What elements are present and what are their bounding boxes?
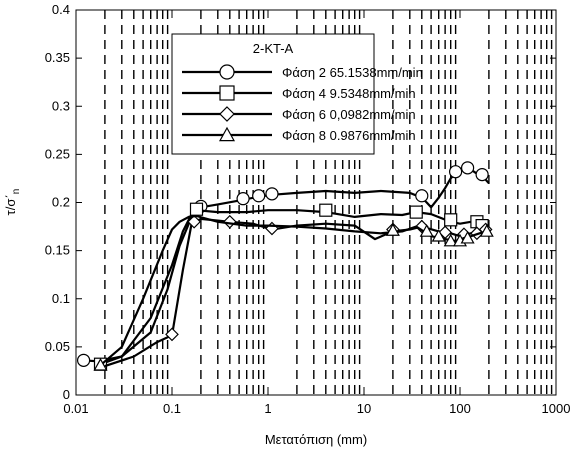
y-tick-label: 0.35 [45, 50, 70, 65]
x-axis: 0.01 0.1 1 10 100 1000 [63, 10, 570, 416]
circle-marker [265, 187, 279, 201]
y-axis-title-sub: n [11, 189, 22, 195]
x-tick-label: 0.1 [163, 401, 181, 416]
legend-label: Φάση 8 0.9876mm/min [282, 128, 416, 143]
plot-frame [75, 9, 557, 396]
square-marker [444, 213, 458, 227]
y-tick-label: 0.4 [52, 2, 70, 17]
y-tick-label: 0 [63, 387, 70, 402]
circle-marker [236, 192, 250, 206]
legend-items: Φάση 2 65.1538mm/min Φάση 4 9.5348mm/min Φ… [182, 64, 423, 143]
y-axis-title: τ/σ΄n [3, 189, 22, 216]
triangle-marker [479, 224, 494, 237]
legend-label: Φάση 6 0,0982mm/min [282, 107, 416, 122]
triangle-marker [460, 230, 475, 244]
y-axis-title-main: τ/σ΄ [3, 194, 18, 215]
circle-marker [449, 165, 463, 179]
square-marker [219, 85, 235, 101]
x-tick-label: 0.01 [63, 401, 88, 416]
legend-label: Φάση 4 9.5348mm/min [282, 86, 416, 101]
y-tick-label: 0.15 [45, 243, 70, 258]
triangle-marker [218, 126, 236, 142]
diamond-marker [219, 106, 235, 122]
x-axis-title: Μετατόπιση (mm) [265, 432, 367, 447]
triangle-marker [385, 223, 400, 236]
triangle-marker [93, 357, 108, 371]
y-axis: 0 0.05 0.1 0.15 0.2 0.25 0.3 0.35 0.4 [45, 2, 556, 402]
legend: 2-KT-A Φάση 2 65.1538mm/min Φάση 4 9.5348… [171, 33, 423, 155]
circle-marker [219, 64, 235, 80]
series-4 [93, 214, 494, 371]
y-tick-label: 0.1 [52, 291, 70, 306]
triangle-marker [431, 228, 446, 242]
series-line [104, 217, 488, 368]
square-marker [319, 203, 333, 217]
circle-marker [415, 189, 429, 203]
x-tick-label: 100 [449, 401, 471, 416]
circle-marker [475, 167, 489, 182]
x-tick-label: 1 [264, 401, 271, 416]
series-1 [77, 161, 490, 367]
diamond-marker [187, 214, 201, 229]
x-tick-label: 1000 [542, 401, 571, 416]
triangle-marker [419, 224, 434, 237]
y-tick-label: 0.25 [45, 146, 70, 161]
y-tick-label: 0.2 [52, 195, 70, 210]
circle-marker [461, 161, 475, 175]
square-marker [189, 202, 204, 216]
square-marker [409, 205, 423, 219]
y-tick-label: 0.05 [45, 339, 70, 354]
x-tick-label: 10 [357, 401, 371, 416]
circle-marker [77, 353, 91, 367]
svg-text:τ/σ΄n: τ/σ΄n [3, 189, 22, 216]
y-tick-label: 0.3 [52, 98, 70, 113]
diamond-marker [165, 327, 179, 342]
triangle-marker [443, 233, 458, 247]
series-group [77, 161, 494, 371]
legend-label: Φάση 2 65.1538mm/min [282, 65, 423, 80]
legend-title: 2-KT-A [253, 41, 294, 56]
circle-marker [252, 189, 266, 203]
